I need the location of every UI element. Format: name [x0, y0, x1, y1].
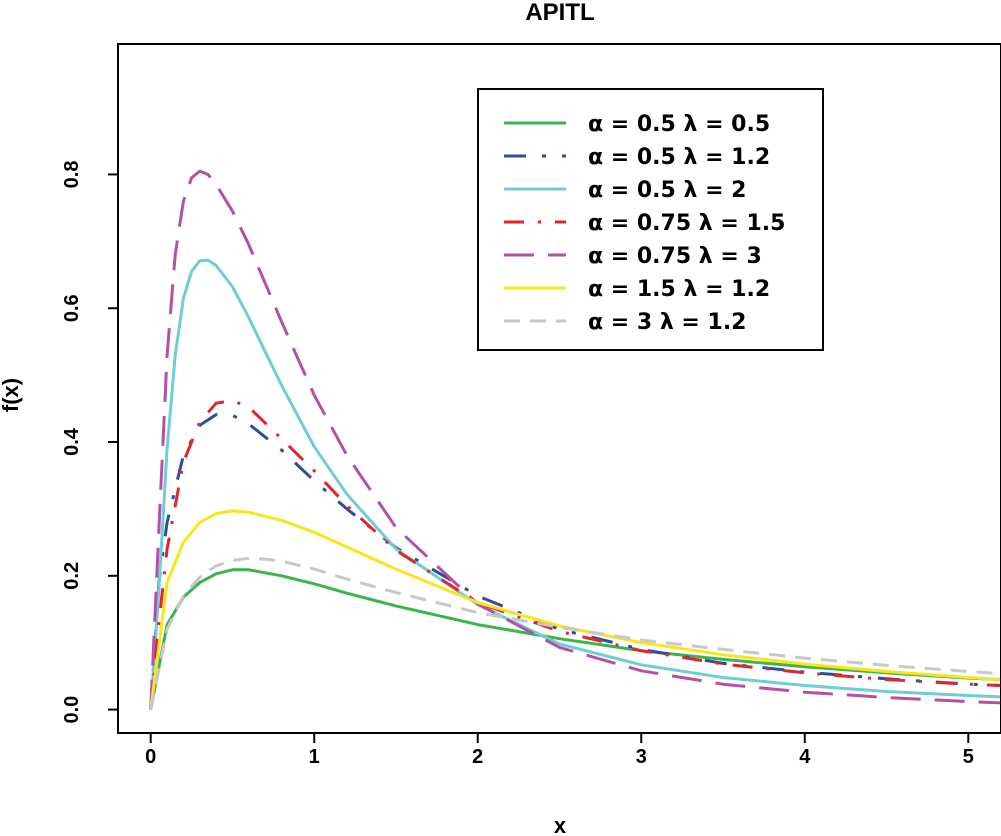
y-tick-label: 0.0 [61, 696, 83, 724]
series-line-4 [149, 399, 1001, 710]
x-tick-label: 5 [963, 746, 974, 768]
axes: 0 1 2 3 4 5 0.0 0.2 0.4 0.6 0.8 [61, 161, 974, 768]
legend-label: α = 3 λ = 1.2 [588, 310, 746, 335]
legend-label: α = 0.75 λ = 3 [588, 244, 762, 269]
legend-label: α = 0.5 λ = 1.2 [588, 145, 770, 170]
x-axis-label: x [554, 813, 567, 836]
y-axis-label: f(x) [0, 378, 23, 412]
series-line-7 [149, 556, 1001, 710]
x-tick-label: 4 [799, 746, 811, 768]
series-line-3 [149, 258, 1001, 710]
x-tick-label: 0 [145, 746, 156, 768]
legend-label: α = 0.75 λ = 1.5 [588, 211, 785, 236]
y-tick-label: 0.6 [61, 294, 83, 322]
legend-label: α = 1.5 λ = 1.2 [588, 277, 770, 302]
series-line-1 [149, 568, 1001, 710]
legend-label: α = 0.5 λ = 2 [588, 178, 746, 203]
x-tick-label: 1 [309, 746, 320, 768]
y-tick-label: 0.8 [61, 161, 83, 189]
y-tick-label: 0.4 [61, 427, 83, 456]
series-line-6 [149, 509, 1001, 710]
x-tick-label: 2 [472, 746, 483, 768]
y-tick-label: 0.2 [61, 562, 83, 590]
plot-frame [117, 43, 1001, 734]
x-tick-label: 3 [636, 746, 647, 768]
series-line-5 [149, 169, 1001, 710]
legend-label: α = 0.5 λ = 0.5 [588, 112, 770, 137]
legend: α = 0.5 λ = 0.5 α = 0.5 λ = 1.2 α = 0.5 λ … [477, 88, 824, 351]
chart-title: APITL [525, 0, 594, 26]
series-group [149, 169, 1001, 710]
legend-box [477, 88, 824, 351]
